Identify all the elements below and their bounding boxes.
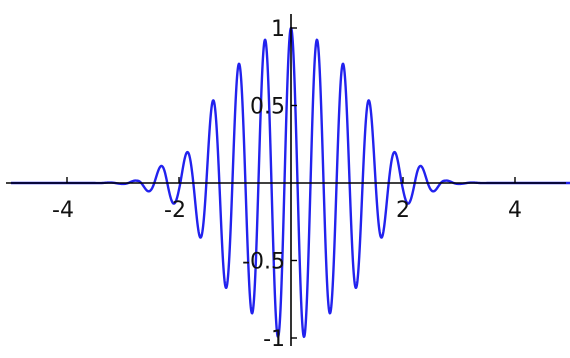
y-tick-label: 1 bbox=[271, 17, 285, 42]
axes bbox=[6, 14, 566, 346]
y-tick-label: 0.5 bbox=[250, 95, 285, 120]
x-ticks: -4 -2 2 4 bbox=[52, 177, 522, 223]
x-tick-label: 2 bbox=[396, 198, 410, 223]
x-tick-label: -2 bbox=[164, 198, 186, 223]
y-tick-label: -0.5 bbox=[242, 250, 285, 275]
x-tick-label: -4 bbox=[52, 198, 74, 223]
x-tick-label: 4 bbox=[508, 198, 522, 223]
y-tick-label: -1 bbox=[263, 327, 285, 352]
y-ticks: 1 0.5 -0.5 -1 bbox=[242, 17, 297, 352]
